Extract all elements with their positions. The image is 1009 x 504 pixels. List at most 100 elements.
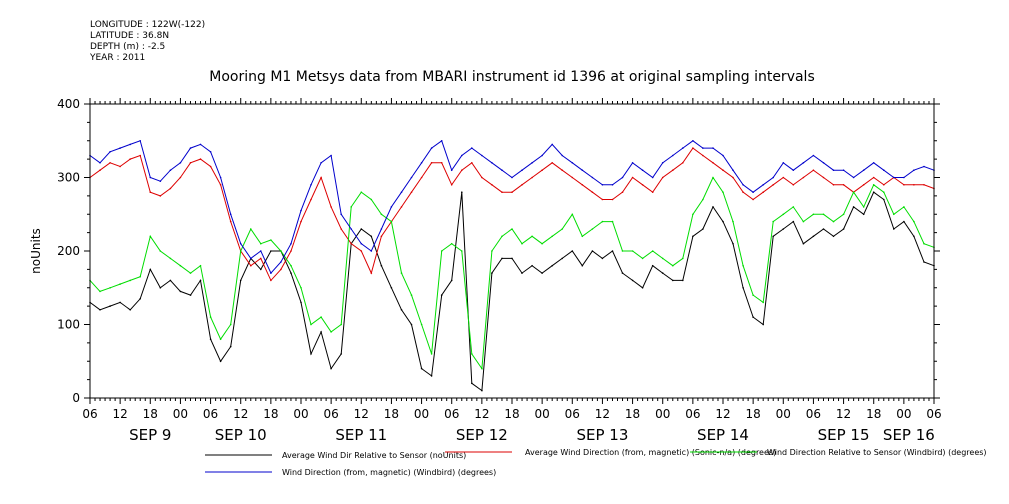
- series-2-point: [661, 257, 664, 260]
- series-0-point: [149, 268, 152, 271]
- series-2-point: [370, 198, 373, 201]
- series-2-point: [109, 287, 111, 289]
- series-2-point: [330, 331, 332, 333]
- series-3-point: [129, 143, 131, 146]
- series-1-point: [541, 169, 543, 171]
- series-3-point: [631, 162, 634, 164]
- series-1-point: [290, 250, 292, 252]
- series-1-point: [330, 206, 332, 208]
- series-2-point: [822, 213, 825, 216]
- series-3-point: [862, 169, 865, 171]
- series-1-point: [119, 165, 121, 168]
- series-2-point: [611, 220, 614, 223]
- series-0-point: [400, 309, 403, 311]
- y-tick-label: 200: [57, 244, 80, 258]
- series-2-point: [802, 220, 805, 223]
- series-1-point: [641, 184, 644, 186]
- series-1-point: [611, 198, 614, 201]
- series-2-point: [842, 213, 845, 216]
- series-3-point: [903, 176, 905, 179]
- series-2-point: [390, 220, 393, 223]
- x-tick-label: 12: [836, 407, 851, 421]
- series-1-point: [692, 147, 694, 149]
- y-tick-label: 0: [72, 391, 80, 405]
- series-0-point: [199, 279, 202, 282]
- series-1-point: [149, 191, 152, 193]
- series-0-point: [219, 360, 222, 363]
- series-3-point: [872, 162, 875, 164]
- series-3-point: [229, 213, 232, 216]
- meta-year: YEAR : 2011: [90, 53, 146, 63]
- series-1-point: [199, 158, 202, 160]
- series-3-point: [742, 184, 744, 186]
- series-1-point: [732, 176, 734, 179]
- series-0-point: [300, 301, 302, 304]
- series-1-point: [672, 169, 674, 171]
- series-0-point: [380, 264, 383, 267]
- series-0-point: [129, 309, 131, 311]
- series-line-2: [89, 176, 935, 371]
- series-2-point: [440, 250, 443, 252]
- series-3-point: [501, 169, 503, 171]
- series-1-point: [129, 158, 131, 160]
- series-2-point: [219, 338, 222, 341]
- series-1-point: [842, 184, 845, 186]
- series-1-point: [862, 184, 865, 186]
- series-3-point: [712, 147, 714, 149]
- series-1-point: [109, 162, 111, 164]
- series-3-point: [611, 184, 614, 186]
- series-1-point: [471, 162, 473, 164]
- series-2-point: [239, 250, 242, 252]
- series-3-point: [400, 191, 403, 193]
- series-0-point: [611, 250, 614, 252]
- series-1-point: [661, 176, 664, 179]
- series-1-point: [651, 191, 654, 193]
- series-2-point: [682, 257, 684, 260]
- x-tick-label: 06: [565, 407, 580, 421]
- series-2-point: [762, 301, 764, 304]
- series-1-point: [229, 220, 232, 223]
- series-0-point: [109, 305, 111, 307]
- series-1-point: [561, 169, 563, 171]
- series-3-point: [239, 242, 242, 245]
- x-tick-label: 06: [203, 407, 218, 421]
- series-3-point: [772, 176, 774, 179]
- x-tick-label: 18: [504, 407, 519, 421]
- series-2-point: [119, 283, 121, 285]
- series-2-point: [229, 323, 232, 326]
- series-0-point: [119, 301, 121, 304]
- series-0-point: [450, 279, 453, 282]
- meta-depth: DEPTH (m) : -2.5: [90, 42, 166, 52]
- series-0-point: [420, 367, 423, 370]
- series-1-point: [682, 162, 684, 164]
- series-1-point: [350, 242, 353, 245]
- series-3-point: [109, 151, 111, 153]
- series-0-point: [631, 279, 634, 282]
- series-1-point: [300, 220, 302, 223]
- series-1-point: [822, 176, 825, 179]
- x-tick-label: 18: [625, 407, 640, 421]
- series-0-point: [782, 228, 785, 230]
- series-3-point: [581, 169, 584, 171]
- series-3-point: [651, 176, 654, 179]
- series-0-point: [440, 294, 443, 296]
- series-2-point: [862, 206, 865, 208]
- series-2-point: [511, 228, 513, 230]
- series-2-point: [400, 272, 403, 274]
- meta-latitude: LATITUDE : 36.8N: [90, 31, 170, 41]
- series-1-point: [521, 184, 523, 186]
- series-3-point: [360, 242, 363, 245]
- series-2-point: [159, 250, 162, 252]
- series-1-point: [551, 162, 553, 164]
- series-2-point: [641, 257, 644, 260]
- series-2-point: [491, 250, 493, 252]
- series-0-point: [913, 235, 915, 238]
- series-1-point: [832, 184, 835, 186]
- metadata-block: LONGITUDE : 122W(-122) LATITUDE : 36.8N …: [90, 20, 205, 64]
- series-3-point: [179, 162, 182, 164]
- x-tick-label: 12: [113, 407, 128, 421]
- series-2-point: [189, 272, 192, 274]
- series-2-point: [260, 242, 262, 245]
- series-2-point: [732, 220, 734, 223]
